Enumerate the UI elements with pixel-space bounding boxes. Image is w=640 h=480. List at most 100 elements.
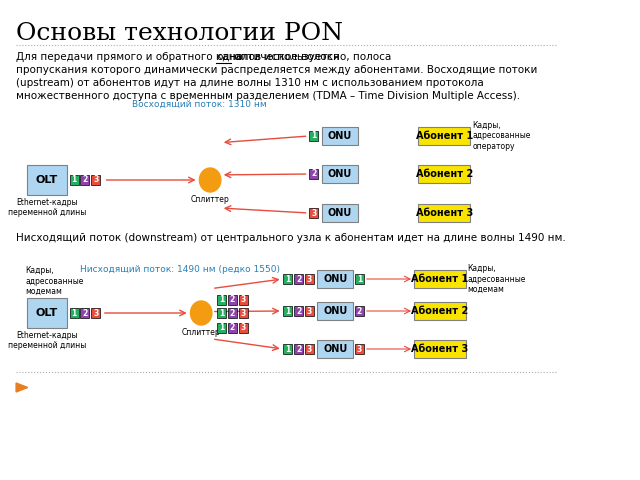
Text: 1: 1 [72, 176, 77, 184]
Text: пропускания которого динамически распределяется между абонентами. Восходящие пот: пропускания которого динамически распред… [16, 65, 538, 75]
FancyBboxPatch shape [228, 295, 237, 305]
FancyBboxPatch shape [81, 175, 90, 185]
Text: Основы технологии PON: Основы технологии PON [16, 22, 343, 45]
FancyBboxPatch shape [81, 308, 90, 318]
Text: 2: 2 [83, 309, 88, 317]
Text: OLT: OLT [36, 308, 58, 318]
FancyBboxPatch shape [414, 302, 466, 320]
FancyBboxPatch shape [228, 323, 237, 333]
Text: Абонент 1: Абонент 1 [412, 274, 468, 284]
Text: (upstream) от абонентов идут на длине волны 1310 нм с использованием протокола: (upstream) от абонентов идут на длине во… [16, 78, 484, 88]
Text: 3: 3 [311, 208, 317, 217]
Text: Для передачи прямого и обратного каналов используется: Для передачи прямого и обратного каналов… [16, 52, 343, 62]
Text: ONU: ONU [323, 306, 348, 316]
Text: Абонент 2: Абонент 2 [412, 306, 468, 316]
Text: Восходящий поток: 1310 нм: Восходящий поток: 1310 нм [132, 100, 267, 109]
FancyBboxPatch shape [355, 306, 364, 316]
FancyBboxPatch shape [294, 274, 303, 284]
Text: Абонент 2: Абонент 2 [416, 169, 473, 179]
FancyBboxPatch shape [309, 208, 318, 218]
Text: 2: 2 [296, 275, 301, 284]
Text: Абонент 1: Абонент 1 [416, 131, 473, 141]
Text: 1: 1 [311, 132, 317, 141]
FancyBboxPatch shape [284, 344, 292, 354]
Text: оптическое волокно, полоса: оптическое волокно, полоса [231, 52, 392, 62]
FancyBboxPatch shape [305, 306, 314, 316]
Text: Абонент 3: Абонент 3 [412, 344, 468, 354]
FancyBboxPatch shape [414, 340, 466, 358]
FancyBboxPatch shape [317, 302, 353, 320]
FancyBboxPatch shape [294, 306, 303, 316]
Text: Ethernet-кадры
переменной длины: Ethernet-кадры переменной длины [8, 331, 86, 350]
FancyBboxPatch shape [322, 204, 358, 222]
Text: ONU: ONU [323, 344, 348, 354]
Text: Сплиттер: Сплиттер [191, 195, 230, 204]
FancyBboxPatch shape [70, 308, 79, 318]
Text: Сплиттер: Сплиттер [182, 328, 221, 337]
Text: 3: 3 [241, 324, 246, 333]
Text: 2: 2 [230, 309, 235, 317]
FancyBboxPatch shape [309, 131, 318, 141]
Text: 3: 3 [241, 296, 246, 304]
FancyBboxPatch shape [70, 175, 79, 185]
FancyBboxPatch shape [239, 295, 248, 305]
Text: Ethernet-кадры
переменной длины: Ethernet-кадры переменной длины [8, 198, 86, 217]
FancyBboxPatch shape [218, 323, 226, 333]
Text: одно: одно [216, 52, 243, 62]
Text: Нисходящий поток: 1490 нм (редко 1550): Нисходящий поток: 1490 нм (редко 1550) [81, 265, 280, 274]
FancyBboxPatch shape [317, 270, 353, 288]
Text: множественного доступа с временным разделением (TDMA – Time Division Multiple Ac: множественного доступа с временным разде… [16, 91, 520, 101]
Text: 3: 3 [93, 176, 99, 184]
Polygon shape [16, 383, 28, 392]
FancyBboxPatch shape [218, 308, 226, 318]
Text: 2: 2 [83, 176, 88, 184]
FancyBboxPatch shape [27, 298, 67, 328]
Text: 3: 3 [307, 307, 312, 315]
Text: ONU: ONU [323, 274, 348, 284]
FancyBboxPatch shape [27, 165, 67, 195]
FancyBboxPatch shape [305, 274, 314, 284]
Text: ONU: ONU [328, 208, 352, 218]
FancyBboxPatch shape [317, 340, 353, 358]
FancyBboxPatch shape [355, 344, 364, 354]
Text: Кадры,
адресованные
модемам: Кадры, адресованные модемам [25, 266, 83, 296]
Text: ONU: ONU [328, 131, 352, 141]
FancyBboxPatch shape [92, 175, 100, 185]
Text: Кадры,
адресованные
оператору: Кадры, адресованные оператору [472, 121, 531, 151]
Circle shape [191, 301, 212, 325]
FancyBboxPatch shape [322, 165, 358, 183]
FancyBboxPatch shape [419, 204, 470, 222]
Text: 3: 3 [241, 309, 246, 317]
FancyBboxPatch shape [414, 270, 466, 288]
FancyBboxPatch shape [228, 308, 237, 318]
Circle shape [200, 168, 221, 192]
FancyBboxPatch shape [322, 127, 358, 145]
FancyBboxPatch shape [419, 127, 470, 145]
Text: 1: 1 [72, 309, 77, 317]
FancyBboxPatch shape [218, 295, 226, 305]
FancyBboxPatch shape [305, 344, 314, 354]
Text: 1: 1 [219, 309, 225, 317]
Text: OLT: OLT [36, 175, 58, 185]
FancyBboxPatch shape [284, 306, 292, 316]
Text: 1: 1 [219, 296, 225, 304]
FancyBboxPatch shape [92, 308, 100, 318]
FancyBboxPatch shape [239, 308, 248, 318]
Text: 3: 3 [307, 275, 312, 284]
Text: 2: 2 [296, 345, 301, 353]
Text: 1: 1 [285, 307, 291, 315]
Text: 2: 2 [296, 307, 301, 315]
FancyBboxPatch shape [294, 344, 303, 354]
Text: 3: 3 [357, 345, 362, 353]
FancyBboxPatch shape [309, 169, 318, 179]
Text: 2: 2 [311, 169, 317, 179]
Text: 2: 2 [357, 307, 362, 315]
Text: ONU: ONU [328, 169, 352, 179]
Text: 1: 1 [219, 324, 225, 333]
FancyBboxPatch shape [239, 323, 248, 333]
FancyBboxPatch shape [355, 274, 364, 284]
Text: 3: 3 [307, 345, 312, 353]
FancyBboxPatch shape [284, 274, 292, 284]
Text: 2: 2 [230, 296, 235, 304]
Text: 1: 1 [357, 275, 362, 284]
